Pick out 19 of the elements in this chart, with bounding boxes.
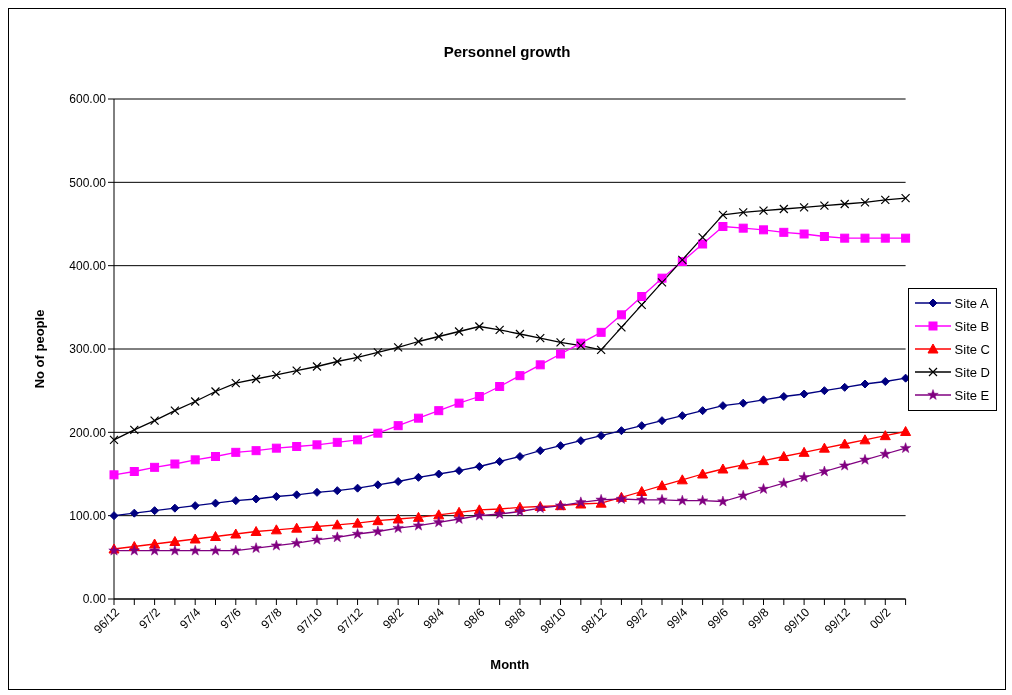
y-tick-label: 100.00	[69, 508, 107, 523]
legend-label: Site E	[954, 387, 990, 403]
y-axis-title: No of people	[31, 309, 47, 389]
chart-title: Personnel growth	[442, 43, 572, 60]
legend-label: Site C	[954, 341, 990, 357]
y-tick-label: 300.00	[69, 342, 107, 357]
legend-label: Site A	[954, 295, 989, 311]
x-tick-label: 99/2	[623, 605, 651, 632]
y-tick-label: 400.00	[69, 258, 107, 273]
y-tick-label: 0.00	[82, 592, 107, 607]
x-tick-label: 00/2	[867, 605, 894, 632]
legend-label: Site D	[954, 364, 990, 380]
x-axis-title: Month	[490, 657, 530, 672]
x-tick-label: 97/6	[217, 605, 245, 632]
legend-label: Site B	[954, 318, 990, 334]
x-tick-label: 98/4	[420, 605, 448, 632]
y-tick-label: 600.00	[69, 92, 107, 107]
y-tick-label: 200.00	[69, 425, 107, 440]
y-tick-label: 500.00	[69, 175, 107, 190]
